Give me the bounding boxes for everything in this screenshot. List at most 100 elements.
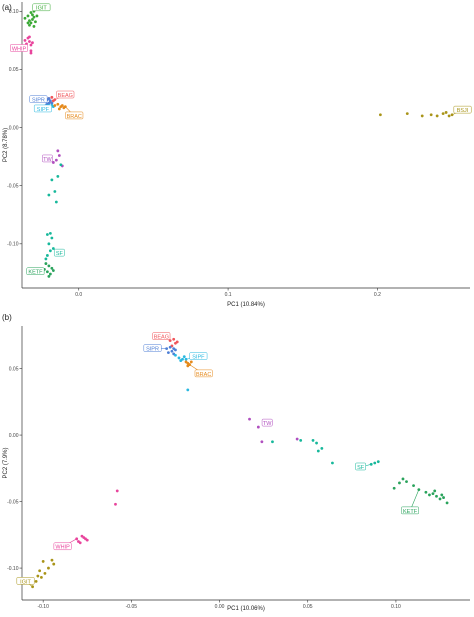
data-point-igit <box>44 572 47 575</box>
data-point-tw <box>296 438 299 441</box>
data-point-ketf <box>425 491 428 494</box>
data-point-bsji <box>445 111 448 114</box>
series-igit <box>24 10 39 28</box>
data-point-ketf <box>46 270 49 273</box>
data-point-ketf <box>412 484 415 487</box>
data-point-igit <box>52 563 55 566</box>
y-tick-label: 0.05 <box>9 366 19 372</box>
data-point-sf <box>312 439 315 442</box>
data-point-bsji <box>379 113 382 116</box>
data-point-beag <box>172 338 175 341</box>
data-point-ketf <box>398 482 401 485</box>
group-label-bsji: BSJI <box>457 108 469 114</box>
data-point-ketf <box>393 487 396 490</box>
data-point-ketf <box>52 269 55 272</box>
group-label-ketf: KETF <box>28 270 43 276</box>
data-point-sf <box>46 233 49 236</box>
x-tick-label: 0.10 <box>391 604 401 610</box>
group-label-sipf: SIPF <box>192 354 205 360</box>
group-label-ketf: KETF <box>403 509 418 515</box>
data-point-sf <box>50 237 53 240</box>
group-label-sipr: SIPR <box>146 347 159 353</box>
data-point-tw <box>58 154 61 157</box>
x-tick-label: -0.10 <box>37 604 49 610</box>
series-brac <box>53 103 66 110</box>
data-point-sf <box>299 439 302 442</box>
data-point-igit <box>35 580 38 583</box>
y-tick-label: 0.05 <box>9 67 19 73</box>
data-point-whip <box>24 39 27 42</box>
data-point-ketf <box>47 265 50 268</box>
x-tick-label: 0.2 <box>374 292 381 298</box>
series-ketf <box>393 478 449 505</box>
data-point-sf <box>56 175 59 178</box>
data-point-whip <box>114 503 117 506</box>
data-point-igit <box>27 22 30 25</box>
group-label-sipr: SIPR <box>32 98 45 104</box>
data-point-bsji <box>406 112 409 115</box>
data-point-ketf <box>402 478 405 481</box>
series-ketf <box>43 262 55 278</box>
y-tick-label: -0.05 <box>7 183 19 189</box>
group-label-whip: WHIP <box>55 545 70 551</box>
series-sf <box>271 439 380 466</box>
data-point-whip <box>116 490 119 493</box>
data-point-ketf <box>428 494 431 497</box>
group-label-brac: BRAC <box>67 114 82 120</box>
data-point-igit <box>33 16 36 19</box>
data-point-whip <box>28 40 31 43</box>
data-point-sf <box>44 258 47 261</box>
data-point-sipf <box>178 357 181 360</box>
group-label-tw: TW <box>263 421 272 427</box>
data-point-bsji <box>442 112 445 115</box>
data-point-whip <box>77 540 80 543</box>
data-point-igit <box>36 15 39 18</box>
group-label-igit: IGIT <box>36 6 47 12</box>
data-point-igit <box>30 11 33 14</box>
y-tick-label: -0.10 <box>7 242 19 248</box>
data-point-igit <box>34 20 37 23</box>
y-tick-label: 0.00 <box>9 433 19 439</box>
data-point-sf <box>49 232 52 235</box>
data-point-beag <box>176 341 179 344</box>
data-point-whip <box>28 35 31 38</box>
group-label-whip: WHIP <box>12 46 27 52</box>
series-tw <box>248 418 298 443</box>
data-point-ketf <box>49 273 52 276</box>
x-tick-label: 0.00 <box>215 604 225 610</box>
group-label-sf: SF <box>56 251 64 257</box>
data-point-sipr <box>174 349 177 352</box>
data-point-sf <box>315 442 318 445</box>
data-point-igit <box>33 25 36 28</box>
data-point-brac <box>56 103 59 106</box>
data-point-sipr <box>171 350 174 353</box>
data-point-sf <box>320 447 323 450</box>
data-point-igit <box>38 569 41 572</box>
data-point-bsji <box>421 115 424 118</box>
data-point-igit <box>28 24 31 27</box>
data-point-ketf <box>405 480 408 483</box>
y-axis-title: PC2 (7.9%) <box>3 447 9 478</box>
group-label-sf: SF <box>357 465 365 471</box>
data-point-whip <box>31 41 34 44</box>
series-sipf <box>174 354 189 391</box>
data-point-tw <box>55 159 58 162</box>
y-axis-title: PC2 (8.78%) <box>3 128 9 162</box>
data-point-sipf <box>179 359 182 362</box>
data-point-sf <box>50 178 53 181</box>
x-tick-label: 0.05 <box>303 604 313 610</box>
group-label-beag: BEAG <box>154 335 169 341</box>
data-point-tw <box>248 418 251 421</box>
data-point-ketf <box>446 502 449 505</box>
data-point-sipf <box>174 354 177 357</box>
data-point-sf <box>47 194 50 197</box>
x-tick-label: 0.1 <box>225 292 232 298</box>
data-point-whip <box>30 44 33 47</box>
panel-label: (b) <box>2 313 12 322</box>
data-point-sipr <box>47 97 50 100</box>
series-brac <box>185 361 193 368</box>
data-point-igit <box>31 18 34 21</box>
data-point-sf <box>377 460 380 463</box>
group-label-beag: BEAG <box>58 93 73 99</box>
data-point-ketf <box>433 490 436 493</box>
